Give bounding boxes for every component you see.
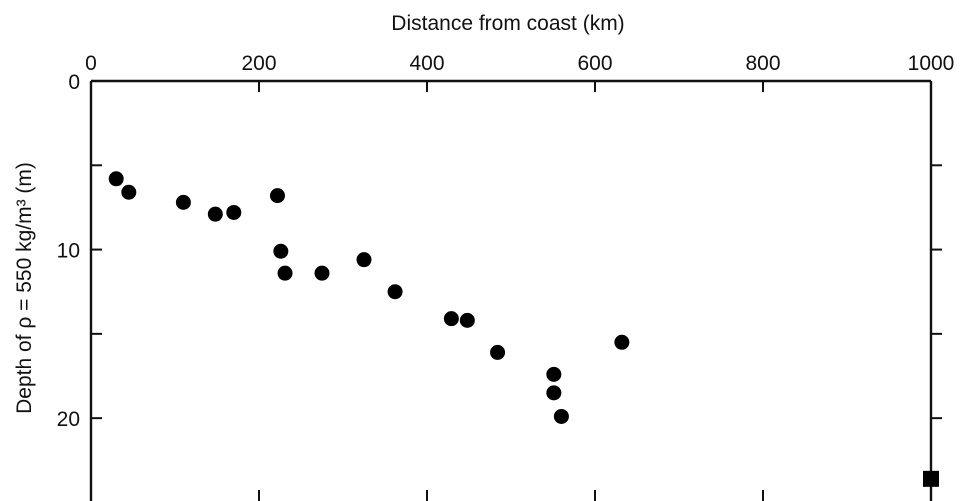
x-tick-label: 800	[745, 52, 780, 75]
circle-data-point	[207, 206, 223, 222]
ticks	[90, 81, 942, 501]
x-tick-label: 600	[577, 52, 612, 75]
circle-data-point	[277, 265, 293, 281]
x-tick-label: 1000	[908, 52, 955, 75]
circle-data-point	[553, 408, 569, 424]
circle-data-point	[175, 194, 191, 210]
data-points	[108, 171, 939, 487]
x-tick-label: 200	[241, 52, 276, 75]
x-tick-label: 400	[409, 52, 444, 75]
circle-data-point	[108, 171, 124, 187]
y-tick-label: 20	[57, 408, 80, 431]
circle-data-point	[490, 344, 506, 360]
tick-labels: 0 200 400 600 800 1000 0 10 20	[57, 52, 955, 431]
square-data-point	[923, 470, 939, 487]
circle-data-point	[226, 204, 242, 220]
circle-data-point	[459, 312, 475, 328]
circle-data-point	[443, 311, 459, 327]
circle-data-point	[314, 265, 330, 281]
circle-data-point	[121, 184, 137, 200]
circle-data-point	[546, 366, 562, 382]
circle-data-point	[387, 284, 403, 300]
circle-data-point	[273, 243, 289, 259]
circle-data-point	[546, 385, 562, 401]
x-axis-label: Distance from coast (km)	[391, 12, 624, 35]
circle-data-point	[614, 334, 630, 350]
y-tick-label: 10	[57, 240, 80, 263]
circle-data-point	[269, 188, 285, 204]
x-tick-label: 0	[85, 52, 97, 75]
y-tick-label: 0	[68, 71, 80, 94]
y-axis-label: Depth of ρ = 550 kg/m³ (m)	[13, 162, 36, 414]
circle-data-point	[356, 252, 372, 268]
axes	[89, 79, 933, 501]
